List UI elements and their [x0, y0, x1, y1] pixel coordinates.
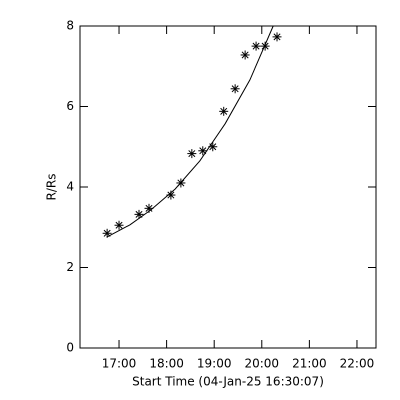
asterisk-stroke [135, 210, 143, 218]
asterisk [102, 228, 112, 238]
y-tick-label: 4 [66, 180, 74, 194]
x-axis-label: Start Time (04-Jan-25 16:30:07) [132, 375, 324, 389]
x-tick-label: 19:00 [197, 357, 232, 371]
asterisk [230, 84, 240, 94]
x-tick-label: 21:00 [292, 357, 327, 371]
asterisk [114, 220, 124, 230]
plot-frame [79, 25, 377, 349]
y-tick-label: 6 [66, 99, 74, 113]
x-tick-label: 18:00 [149, 357, 184, 371]
asterisk-stroke [199, 147, 207, 155]
y-tick-label: 8 [66, 19, 74, 33]
asterisk-stroke [145, 204, 153, 212]
y-tick-label: 2 [66, 260, 74, 274]
asterisk [260, 41, 270, 51]
asterisk [208, 142, 218, 152]
asterisk-stroke [241, 51, 249, 59]
asterisk [198, 146, 208, 156]
asterisk [134, 209, 144, 219]
asterisk [144, 203, 154, 213]
asterisk [219, 106, 229, 116]
asterisk [240, 50, 250, 60]
x-tick-label: 17:00 [102, 357, 137, 371]
asterisk-stroke [252, 42, 260, 50]
asterisk-stroke [209, 143, 217, 151]
fit-curve [106, 25, 274, 238]
asterisk-stroke [273, 33, 281, 41]
asterisk-stroke [115, 221, 123, 229]
asterisk-stroke [220, 107, 228, 115]
asterisk [187, 149, 197, 159]
asterisk-stroke [261, 42, 269, 50]
asterisk-stroke [167, 191, 175, 199]
asterisk [251, 41, 261, 51]
y-axis-label: R/Rs [45, 174, 59, 201]
asterisk [272, 32, 282, 42]
asterisk [176, 178, 186, 188]
asterisk-stroke [188, 150, 196, 158]
y-tick-label: 0 [66, 341, 74, 355]
x-tick-label: 20:00 [244, 357, 279, 371]
asterisk-stroke [177, 179, 185, 187]
asterisk-stroke [103, 229, 111, 237]
x-tick-label: 22:00 [340, 357, 375, 371]
asterisk-stroke [231, 85, 239, 93]
asterisk [166, 190, 176, 200]
